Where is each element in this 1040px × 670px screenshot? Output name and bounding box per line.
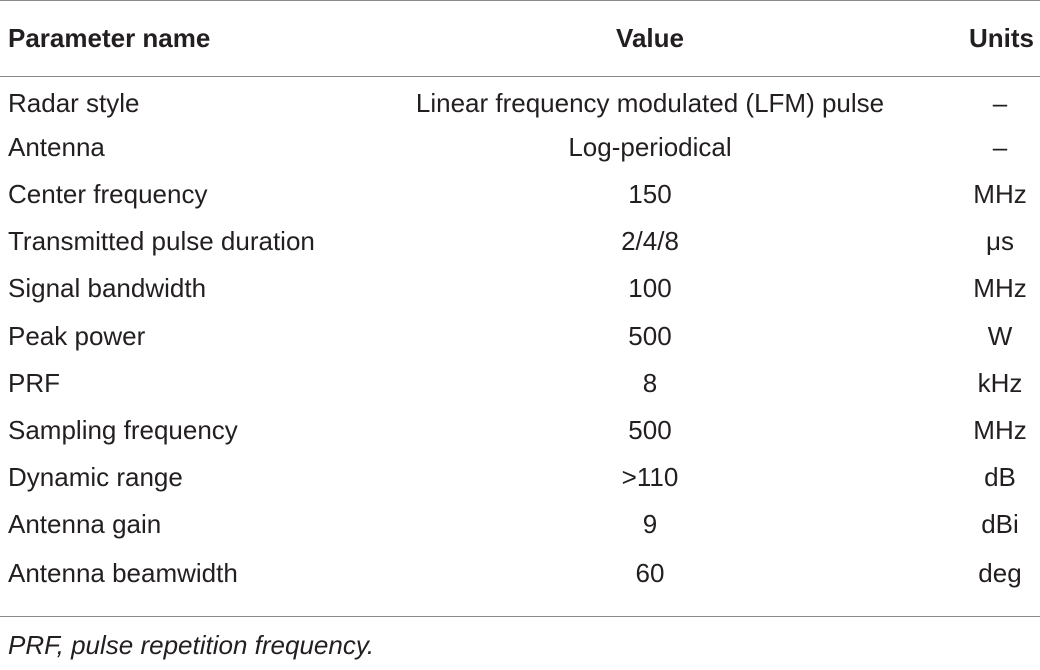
cell-parameter-name: Transmitted pulse duration: [8, 226, 315, 257]
table-body: Radar style Linear frequency modulated (…: [0, 77, 1040, 618]
cell-parameter-name: Antenna: [8, 131, 105, 162]
table-row: Dynamic range >110 dB: [0, 454, 1040, 501]
cell-value: 100: [628, 273, 672, 304]
cell-parameter-name: Sampling frequency: [8, 414, 238, 445]
cell-units: –: [992, 131, 1008, 162]
cell-units: MHz: [973, 178, 1027, 209]
table-row: Peak power 500 W: [0, 312, 1040, 359]
table-row: Antenna gain 9 dBi: [0, 501, 1040, 548]
cell-parameter-name: Signal bandwidth: [8, 273, 207, 304]
table-row: Antenna Log-periodical –: [0, 124, 1040, 171]
cell-value: 2/4/8: [621, 226, 679, 257]
cell-value: Linear frequency modulated (LFM) pulse: [415, 87, 885, 118]
cell-value: 8: [642, 367, 658, 398]
cell-units: MHz: [973, 414, 1027, 445]
cell-value: 500: [628, 414, 672, 445]
cell-value: 500: [628, 320, 672, 351]
header-row: Parameter name Value Units: [0, 0, 1040, 77]
cell-parameter-name: Peak power: [8, 320, 146, 351]
cell-value: >110: [621, 462, 679, 493]
table-row: Antenna beamwidth 60 deg: [0, 548, 1040, 618]
cell-parameter-name: Antenna gain: [8, 509, 162, 540]
cell-units: W: [987, 320, 1013, 351]
cell-parameter-name: Dynamic range: [8, 462, 183, 493]
cell-value: 60: [340, 548, 960, 618]
table-row: PRF 8 kHz: [0, 360, 1040, 407]
cell-parameter-name: PRF: [8, 367, 60, 398]
cell-units: –: [992, 87, 1008, 118]
table-row: Signal bandwidth 100 MHz: [0, 265, 1040, 312]
header-value: Value: [340, 0, 960, 77]
table-row: Transmitted pulse duration 2/4/8 μs: [0, 218, 1040, 265]
cell-units: deg: [960, 548, 1040, 618]
cell-units: kHz: [977, 367, 1023, 398]
cell-value: Log-periodical: [568, 131, 732, 162]
header-parameter-name: Parameter name: [0, 0, 340, 77]
cell-units: MHz: [973, 273, 1027, 304]
table-row: Center frequency 150 MHz: [0, 171, 1040, 218]
parameter-table-container: Parameter name Value Units Radar style L…: [0, 0, 1040, 618]
table-row: Radar style Linear frequency modulated (…: [0, 77, 1040, 124]
table-row: Sampling frequency 500 MHz: [0, 407, 1040, 454]
cell-units: dBi: [981, 509, 1019, 540]
cell-value: 150: [628, 178, 672, 209]
cell-value: 9: [642, 509, 658, 540]
cell-units: μs: [986, 226, 1014, 257]
header-units: Units: [960, 0, 1040, 77]
cell-parameter-name: Center frequency: [8, 178, 208, 209]
table-header: Parameter name Value Units: [0, 0, 1040, 77]
cell-parameter-name: Radar style: [8, 87, 140, 118]
cell-units: dB: [984, 462, 1016, 493]
cell-parameter-name: Antenna beamwidth: [0, 548, 340, 618]
parameter-table: Parameter name Value Units Radar style L…: [0, 0, 1040, 618]
table-footnote: PRF, pulse repetition frequency.: [8, 630, 375, 660]
